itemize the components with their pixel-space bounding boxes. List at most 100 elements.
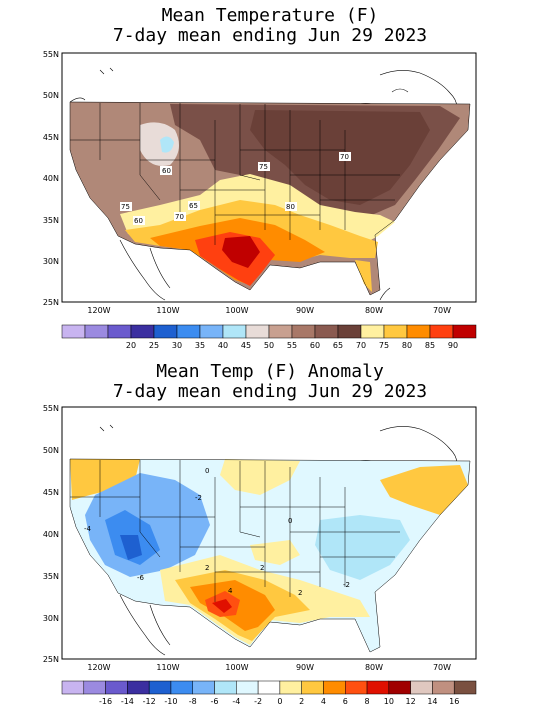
bottom-legend-label: 4 xyxy=(321,697,326,706)
top-legend-swatch xyxy=(84,324,109,339)
bottom-lat-label: 55N xyxy=(43,404,59,413)
bottom-legend-swatch xyxy=(388,680,411,695)
top-lat-label: 40N xyxy=(43,174,59,183)
bottom-contour-label: -2 xyxy=(343,581,350,589)
bottom-title-line2: 7-day mean ending Jun 29 2023 xyxy=(112,381,428,402)
bottom-legend-swatch xyxy=(192,680,215,695)
bottom-legend-label: 0 xyxy=(277,697,282,706)
top-lat-labels: 55N 50N 45N 40N 35N 30N 25N xyxy=(43,50,59,307)
bottom-lat-label: 45N xyxy=(43,488,59,497)
top-map: 60 75 70 75 80 65 70 60 55N 50N 45N 40N … xyxy=(43,50,477,350)
top-legend-label: 55 xyxy=(287,341,297,350)
top-legend-label: 35 xyxy=(195,341,205,350)
top-contour-label: 80 xyxy=(286,203,295,211)
top-lat-label: 55N xyxy=(43,50,59,59)
top-legend-label: 65 xyxy=(333,341,343,350)
bottom-lat-labels: 55N 50N 45N 40N 35N 30N 25N xyxy=(43,404,59,664)
top-legend-label: 85 xyxy=(425,341,435,350)
top-lon-label: 70W xyxy=(433,306,451,315)
bottom-legend-label: 2 xyxy=(299,697,304,706)
top-legend-label: 80 xyxy=(402,341,412,350)
bottom-legend-label: -8 xyxy=(189,697,197,706)
top-title-line1: Mean Temperature (F) xyxy=(161,5,379,26)
top-legend-swatch xyxy=(245,324,270,339)
top-legend-swatch xyxy=(222,324,247,339)
bottom-lon-label: 80W xyxy=(365,663,383,672)
top-legend-swatch xyxy=(429,324,454,339)
bottom-legend-swatch xyxy=(279,680,302,695)
top-lon-label: 100W xyxy=(225,306,248,315)
top-legend-label: 90 xyxy=(448,341,458,350)
bottom-lon-labels: 120W 110W 100W 90W 80W 70W xyxy=(87,663,451,672)
top-contour-labels: 60 75 70 75 80 65 70 60 xyxy=(120,152,351,225)
top-legend-swatch xyxy=(291,324,316,339)
top-state-lines xyxy=(69,101,471,296)
bottom-title-line1: Mean Temp (F) Anomaly xyxy=(156,361,384,382)
bottom-lon-label: 100W xyxy=(225,663,248,672)
top-legend-label: 45 xyxy=(241,341,251,350)
top-legend-swatch xyxy=(337,324,362,339)
top-legend-label: 20 xyxy=(126,341,136,350)
top-legend-swatch xyxy=(383,324,408,339)
top-contour-label: 65 xyxy=(189,202,198,210)
top-lon-label: 110W xyxy=(156,306,179,315)
bottom-legend-label: -6 xyxy=(211,697,219,706)
bottom-contour-label: 0 xyxy=(205,467,209,475)
bottom-lon-label: 110W xyxy=(156,663,179,672)
top-legend-swatch xyxy=(199,324,224,339)
bottom-legend-swatch xyxy=(453,680,477,695)
bottom-lon-label: 70W xyxy=(433,663,451,672)
bottom-lat-label: 30N xyxy=(43,614,59,623)
bottom-legend-swatch xyxy=(323,680,346,695)
bottom-legend-swatch xyxy=(366,680,390,695)
top-legend-label: 25 xyxy=(149,341,159,350)
bottom-contour-label: -6 xyxy=(137,574,145,582)
bottom-legend-label: 16 xyxy=(449,697,459,706)
bottom-lat-label: 50N xyxy=(43,446,59,455)
bottom-state-lines xyxy=(69,458,471,653)
top-lat-label: 45N xyxy=(43,133,59,142)
bottom-legend-swatch xyxy=(83,680,106,695)
bottom-legend-label: -12 xyxy=(143,697,156,706)
top-contour-label: 75 xyxy=(259,163,268,171)
bottom-lon-label: 90W xyxy=(296,663,314,672)
top-legend-swatch xyxy=(314,324,339,339)
bottom-legend-label: 10 xyxy=(384,697,394,706)
bottom-legend-label: 8 xyxy=(365,697,370,706)
top-legend-swatch xyxy=(268,324,293,339)
bottom-legend-label: -16 xyxy=(99,697,112,706)
bottom-legend-swatch xyxy=(127,680,150,695)
top-temp-field xyxy=(70,102,470,295)
top-lat-label: 30N xyxy=(43,257,59,266)
top-legend-swatch xyxy=(130,324,155,339)
bottom-contour-label: 4 xyxy=(228,587,233,595)
bottom-contour-label: 0 xyxy=(288,517,292,525)
top-legend-swatch xyxy=(153,324,178,339)
bottom-legend-swatch xyxy=(345,680,368,695)
top-contour-label: 60 xyxy=(134,217,143,225)
bottom-contour-labels: -4 -6 -2 0 2 2 4 0 -2 2 xyxy=(84,467,350,597)
top-legend: 20 25 30 35 40 45 50 55 60 65 70 75 80 85 90 xyxy=(61,324,477,350)
top-legend-label: 50 xyxy=(264,341,274,350)
top-lon-labels: 120W 110W 100W 90W 80W 70W xyxy=(87,306,451,315)
bottom-legend-swatch xyxy=(236,680,259,695)
bottom-lon-label: 120W xyxy=(87,663,110,672)
bottom-lat-label: 25N xyxy=(43,655,59,664)
bottom-legend-label: 12 xyxy=(406,697,416,706)
bottom-lat-label: 40N xyxy=(43,530,59,539)
top-legend-swatch xyxy=(61,324,86,339)
top-lat-label: 50N xyxy=(43,91,59,100)
bottom-legend-swatch xyxy=(410,680,433,695)
top-legend-label: 75 xyxy=(379,341,389,350)
bottom-legend-swatch xyxy=(105,680,128,695)
bottom-legend-label: -4 xyxy=(232,697,240,706)
bottom-legend-label: -2 xyxy=(254,697,262,706)
bottom-legend-swatch xyxy=(214,680,237,695)
top-contour-label: 60 xyxy=(162,167,171,175)
bottom-contour-label: -4 xyxy=(84,525,92,533)
top-contour-label: 75 xyxy=(121,203,130,211)
bottom-legend-label: 14 xyxy=(427,697,437,706)
bottom-legend-swatch xyxy=(170,680,193,695)
bottom-legend-label: 6 xyxy=(343,697,348,706)
top-legend-swatch xyxy=(107,324,132,339)
